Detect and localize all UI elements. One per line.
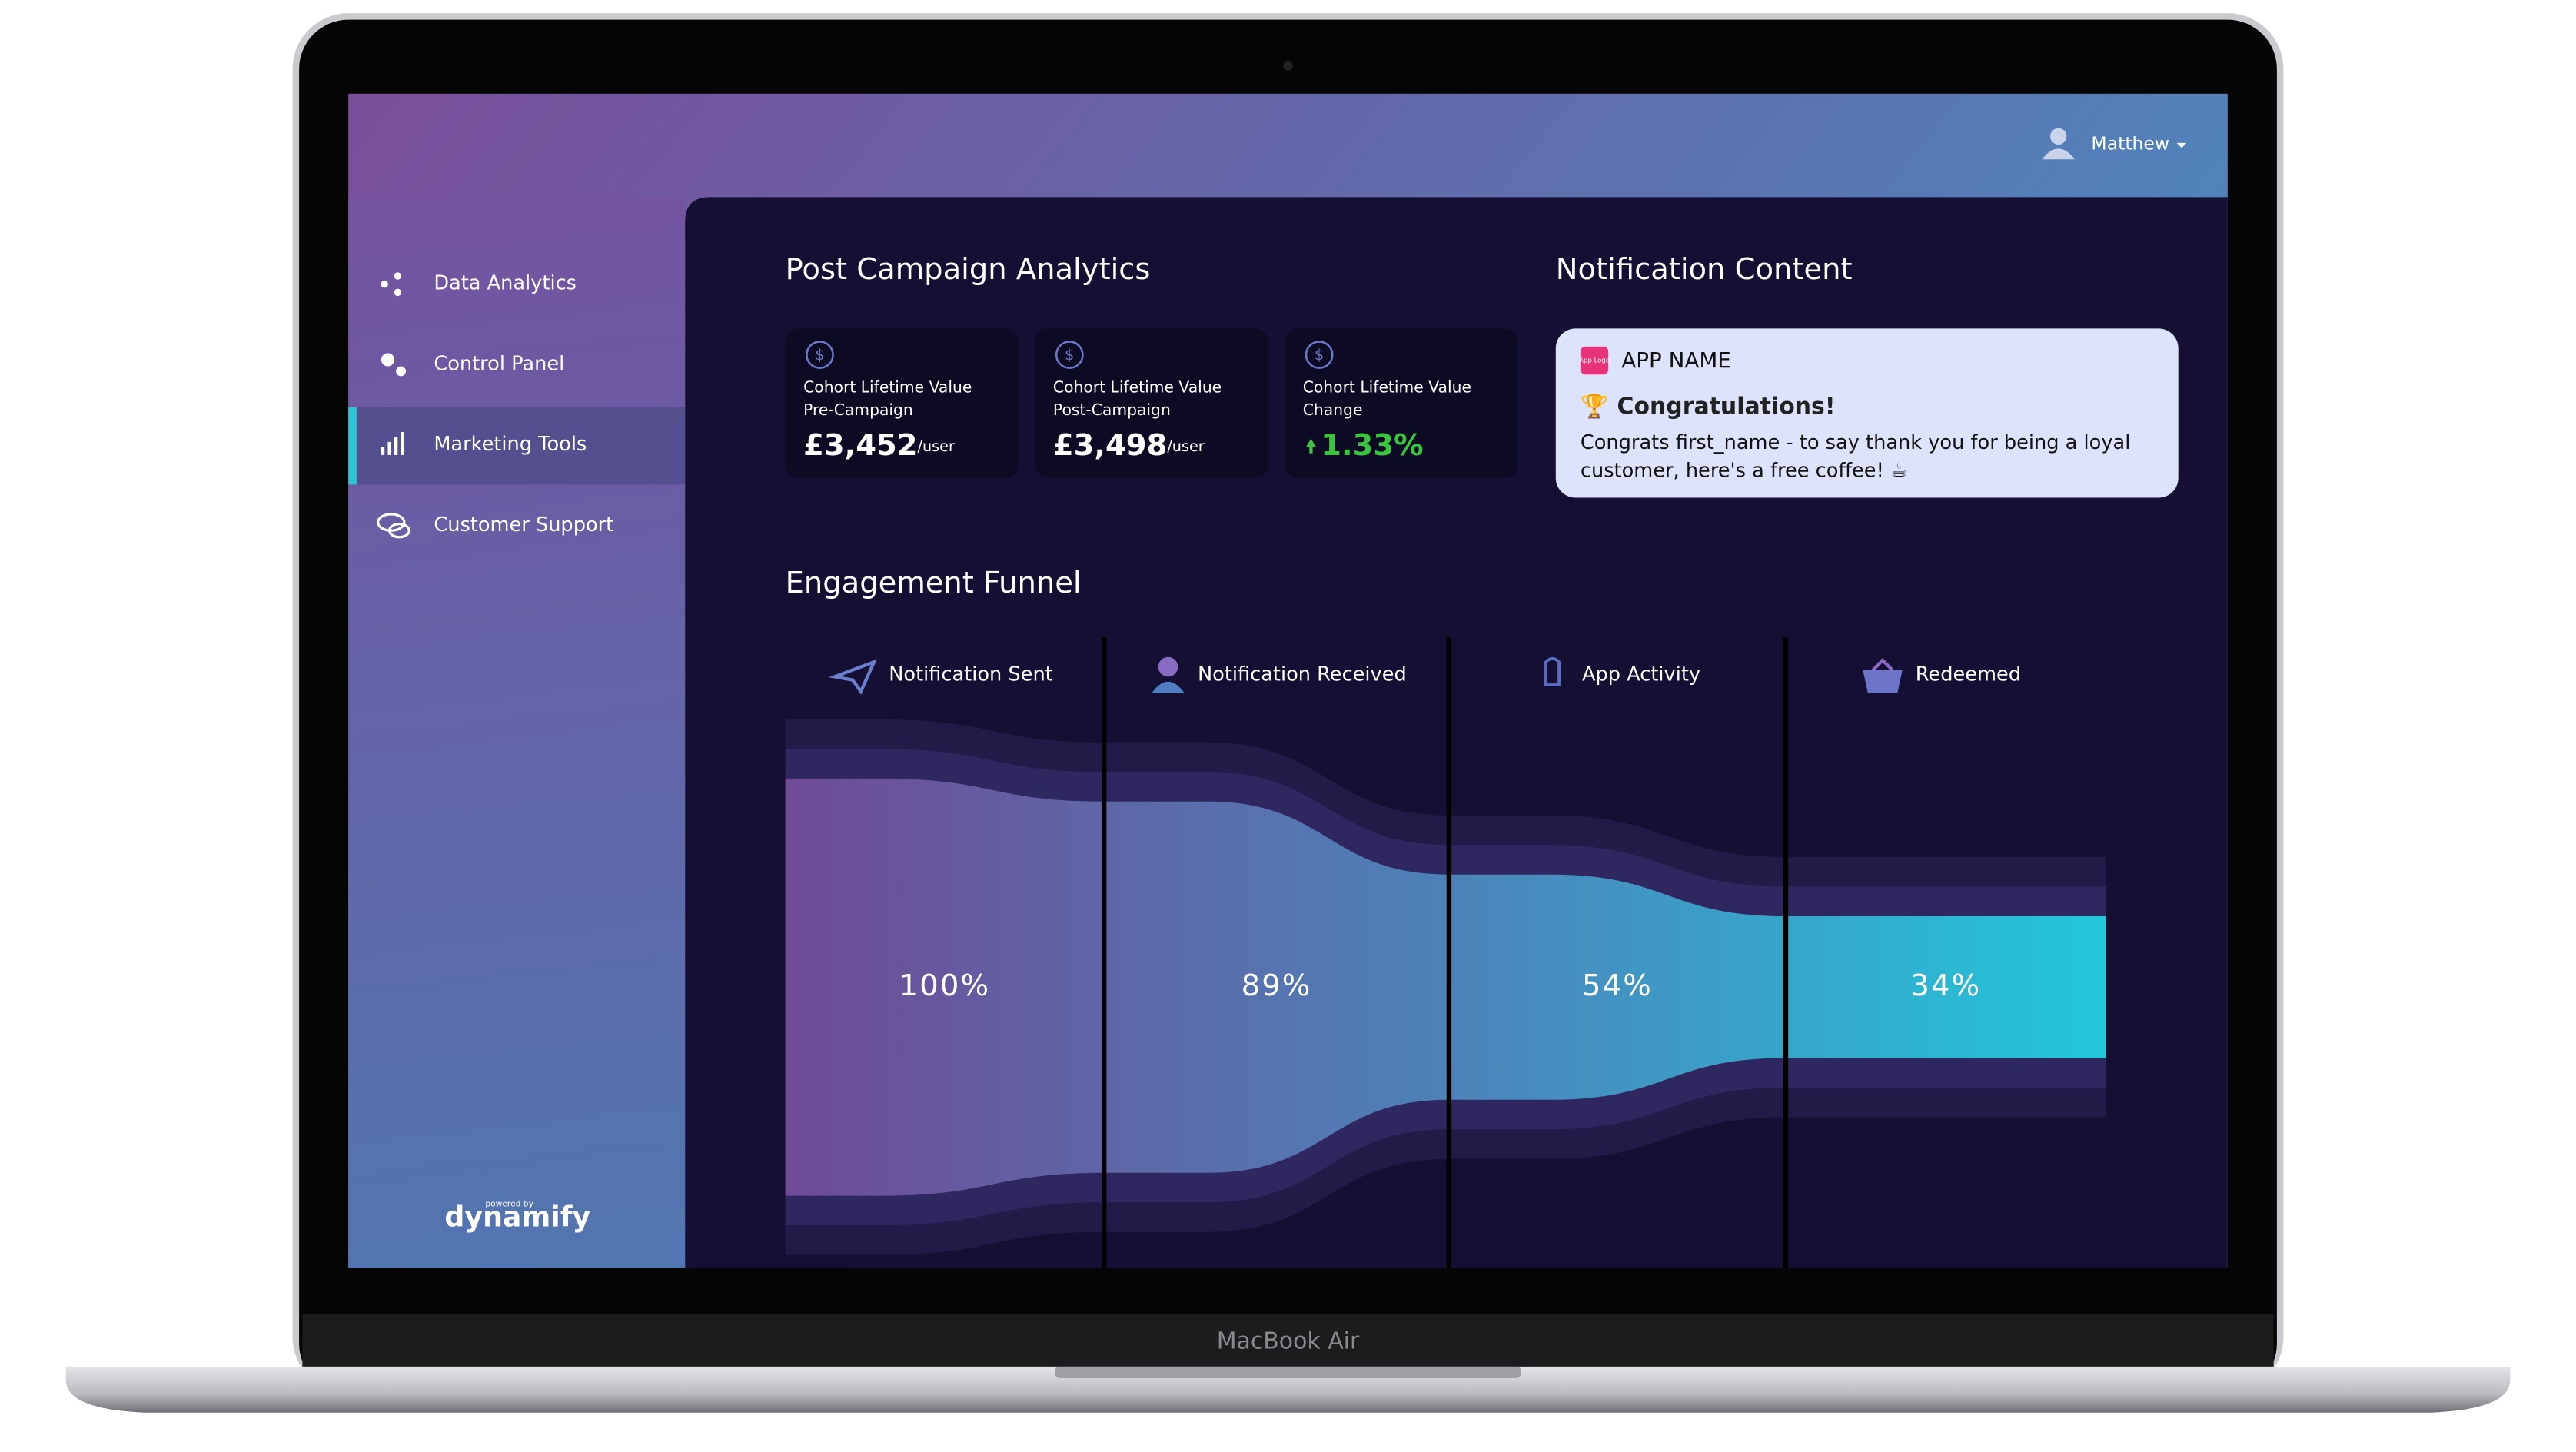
chin (302, 1314, 2274, 1367)
kpi-unit: /user (918, 437, 955, 455)
brand: dynamify (444, 1201, 590, 1234)
stage-icons (828, 656, 1903, 695)
notification-body: customer, here's a free coffee! ☕ (1581, 459, 1908, 482)
user-name[interactable]: Matthew (2091, 133, 2169, 155)
kpi-card (1035, 328, 1268, 478)
funnel-value-label: 54% (1582, 969, 1653, 1003)
nav-item[interactable]: Marketing Tools (434, 433, 587, 456)
nav-icons (377, 272, 410, 539)
kpi-unit: /user (1167, 437, 1204, 455)
kpi-label: Pre-Campaign (803, 400, 913, 419)
user-avatar (2050, 128, 2067, 145)
kpi-label: Cohort Lifetime Value (1303, 377, 1471, 396)
app-name: APP NAME (1621, 347, 1731, 373)
sidebar (348, 197, 686, 1268)
section-title: Post Campaign Analytics (786, 252, 1151, 287)
kpi-label: Cohort Lifetime Value (1053, 377, 1222, 396)
user-avatar-body (2042, 148, 2076, 160)
stage-label: Notification Received (1198, 663, 1407, 686)
kpi-label: Post-Campaign (1053, 400, 1171, 419)
user-caret[interactable] (2176, 142, 2187, 148)
nav-item[interactable]: Control Panel (434, 352, 564, 375)
kpi-value: 1.33% (1321, 428, 1423, 463)
app-logo-text: App Logo (1579, 357, 1610, 365)
kpi-value: £3,452/user (803, 428, 955, 463)
active-nav-bar (348, 407, 357, 485)
kpi-label: Cohort Lifetime Value (803, 377, 972, 396)
funnel-segment (1785, 915, 2106, 1058)
currency-icon (1055, 341, 1084, 369)
funnel-value-label: 100% (899, 969, 990, 1003)
stage-label: App Activity (1582, 663, 1700, 686)
stage-label: Redeemed (1916, 663, 2021, 686)
currency-icon-glyph: $ (1315, 346, 1324, 364)
notification-card (1555, 328, 2179, 498)
laptop-base (65, 1366, 2511, 1413)
chart-title: Engagement Funnel (786, 566, 1082, 600)
funnel-value-label: 34% (1910, 969, 1981, 1003)
funnel-segment (1448, 874, 1786, 1100)
currency-icon (1305, 341, 1334, 369)
funnel-value-label: 89% (1241, 969, 1312, 1003)
notification-headline: 🏆 Congratulations! (1581, 392, 1836, 420)
kpi-value: £3,498/user (1053, 428, 1205, 463)
notch (1055, 1366, 1521, 1378)
kpi-card (785, 328, 1019, 478)
currency-icon-glyph: $ (1065, 346, 1074, 364)
camera (1283, 61, 1293, 71)
kpi-value-number: 1.33% (1321, 428, 1423, 463)
section-title: Notification Content (1556, 252, 1853, 287)
app-logo (1580, 346, 1609, 375)
device-label: MacBook Air (1217, 1327, 1360, 1354)
currency-icon-glyph: $ (815, 346, 824, 364)
notification-body: Congrats first_name - to say thank you f… (1581, 431, 2130, 454)
currency-icon (806, 341, 834, 369)
kpi-card (1285, 328, 1518, 478)
powered-by: powered by (485, 1198, 533, 1208)
kpi-label: Change (1303, 400, 1363, 419)
up-arrow (1306, 438, 1316, 454)
kpi-value-number: £3,452 (803, 428, 917, 463)
nav-item[interactable]: Data Analytics (434, 272, 577, 295)
active-nav-bg (348, 407, 686, 485)
funnel-segment (1104, 801, 1449, 1173)
nav-item[interactable]: Customer Support (434, 513, 613, 537)
stage-label: Notification Sent (889, 663, 1053, 686)
kpi-value-number: £3,498 (1053, 428, 1167, 463)
funnel-segment (785, 778, 1105, 1196)
